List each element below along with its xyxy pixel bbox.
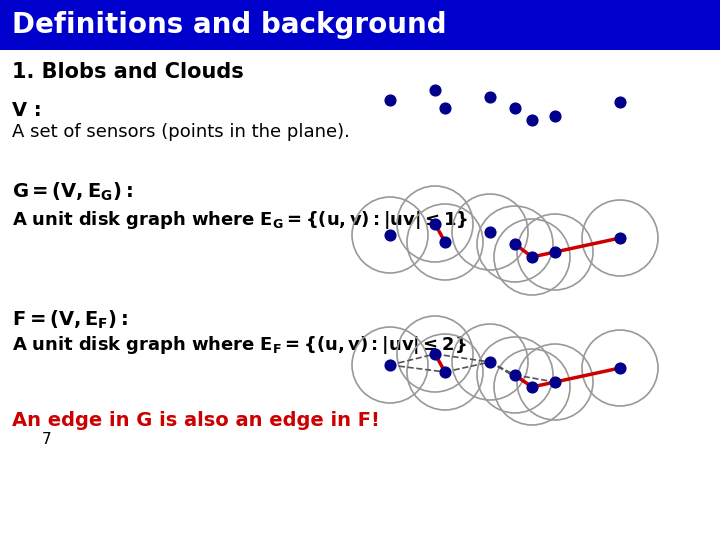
Point: [549, 248, 561, 256]
Text: 1. Blobs and Clouds: 1. Blobs and Clouds: [12, 62, 244, 82]
Point: [384, 361, 396, 369]
Text: $\mathbf{A\ unit\ disk\ graph\ where\ E_{G}=\{(u,v):|uv|\leq1\}}$: $\mathbf{A\ unit\ disk\ graph\ where\ E_…: [12, 209, 468, 231]
Point: [509, 104, 521, 112]
Point: [439, 368, 451, 376]
Point: [439, 104, 451, 112]
Point: [526, 253, 538, 261]
Point: [384, 231, 396, 239]
Point: [485, 228, 496, 237]
Text: $\mathbf{G=(V,E_{G}) :}$: $\mathbf{G=(V,E_{G}) :}$: [12, 181, 132, 203]
Text: A set of sensors (points in the plane).: A set of sensors (points in the plane).: [12, 123, 350, 141]
Text: An edge in G is also an edge in F!: An edge in G is also an edge in F!: [12, 410, 380, 429]
Point: [549, 112, 561, 120]
Bar: [0, 0, 720, 50]
Point: [509, 370, 521, 379]
Point: [549, 377, 561, 386]
Point: [485, 93, 496, 102]
Text: 7: 7: [42, 433, 52, 448]
Point: [614, 234, 626, 242]
Point: [439, 238, 451, 246]
Point: [485, 357, 496, 366]
Point: [614, 363, 626, 372]
Text: $\mathbf{A\ unit\ disk\ graph\ where\ E_{F}=\{(u,v):|uv|\leq2\}}$: $\mathbf{A\ unit\ disk\ graph\ where\ E_…: [12, 334, 467, 356]
Text: Definitions and background: Definitions and background: [12, 11, 446, 39]
Point: [614, 98, 626, 106]
Text: V :: V :: [12, 100, 42, 119]
Point: [429, 86, 441, 94]
Point: [509, 240, 521, 248]
Point: [429, 220, 441, 228]
Point: [526, 383, 538, 391]
Point: [526, 116, 538, 124]
Point: [429, 350, 441, 359]
Point: [384, 96, 396, 104]
Text: $\mathbf{F=(V,E_{F}) :}$: $\mathbf{F=(V,E_{F}) :}$: [12, 309, 128, 331]
